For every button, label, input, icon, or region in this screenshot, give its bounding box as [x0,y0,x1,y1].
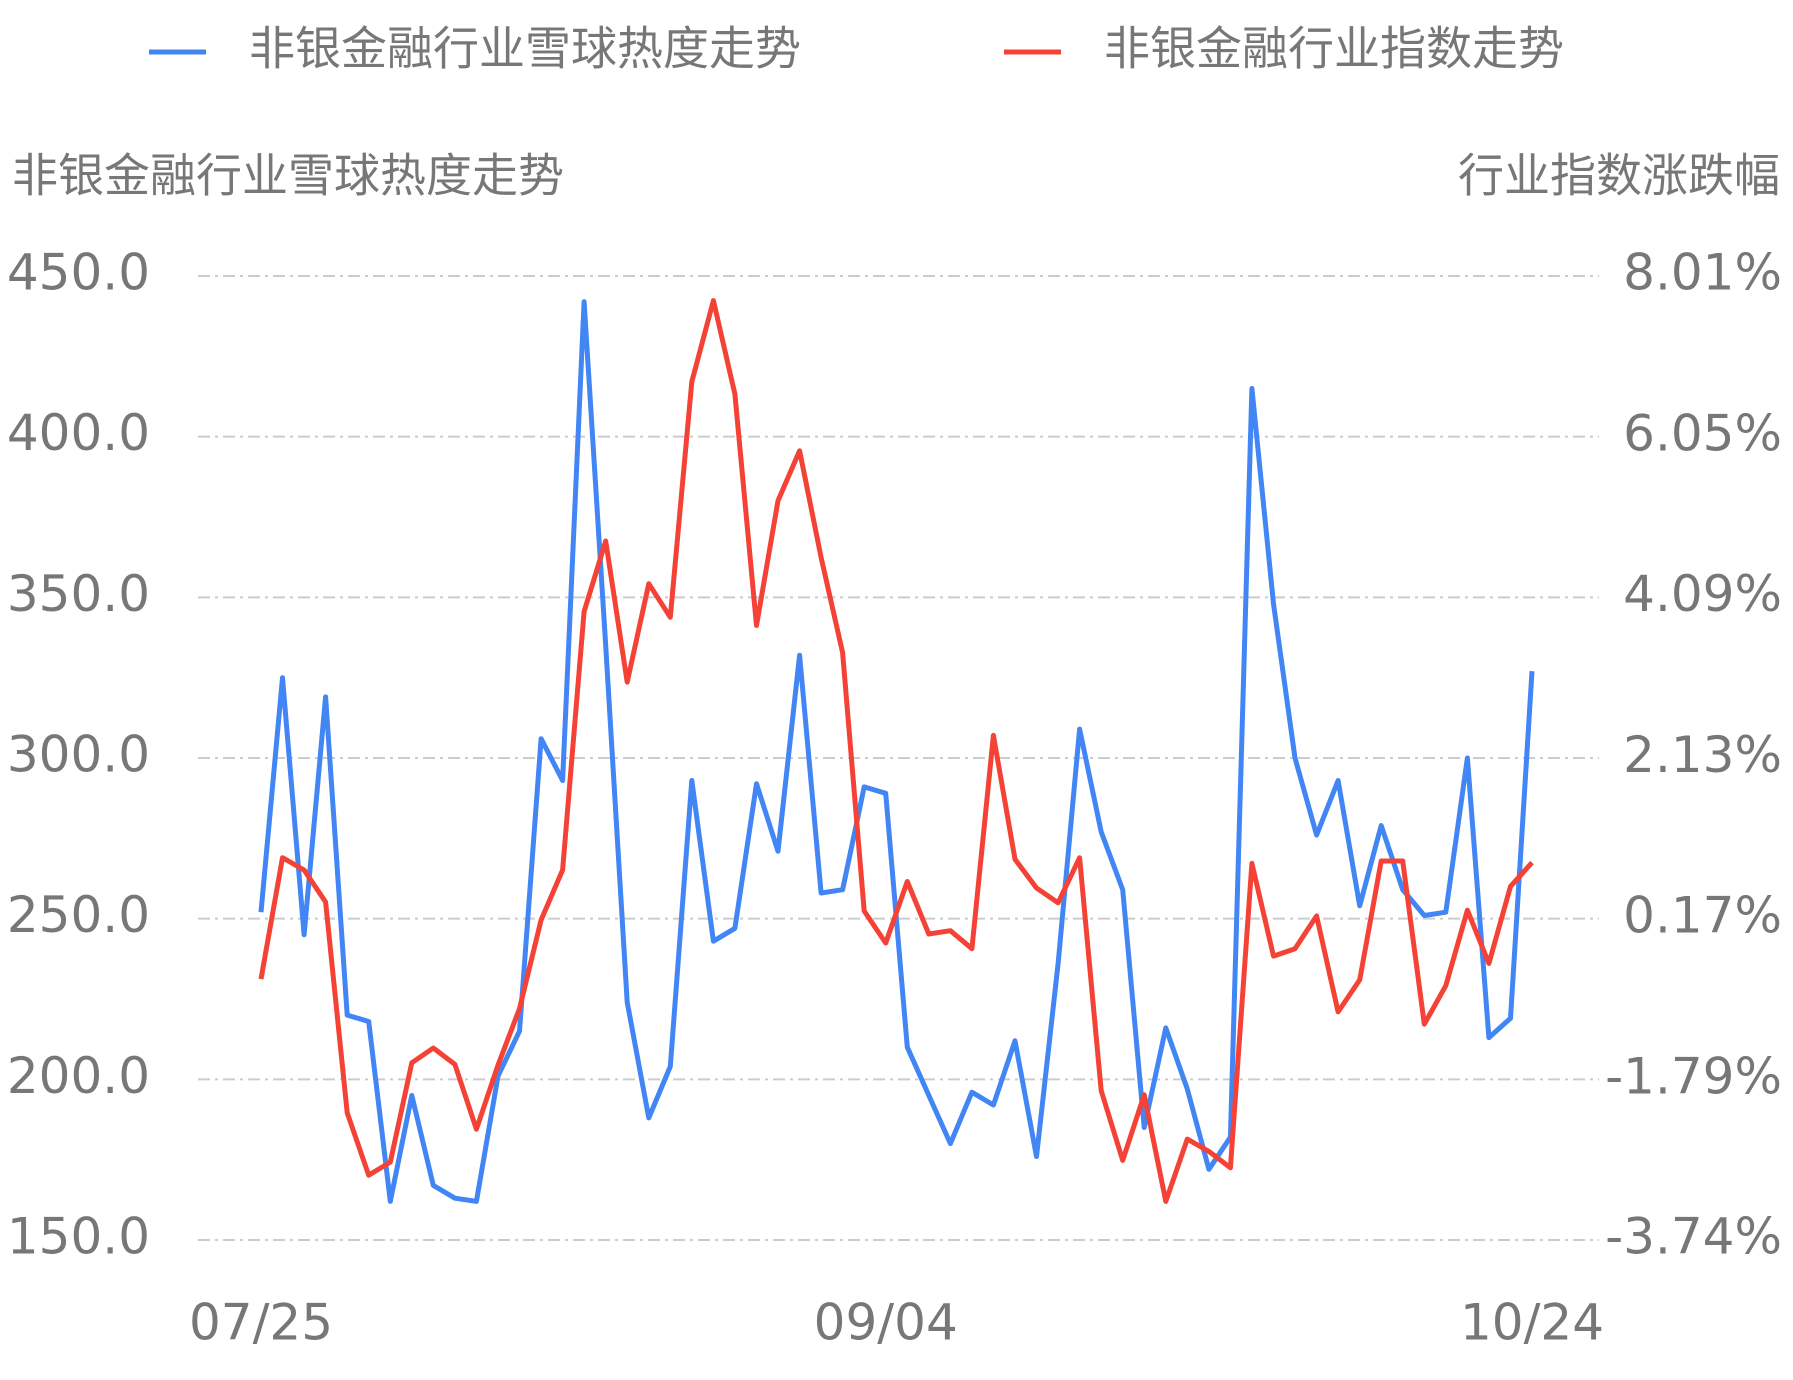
y2-tick-label: -1.79% [1605,1048,1782,1106]
legend-label: 非银金融行业指数走势 [1104,22,1564,76]
x-tick-label: 07/25 [189,1294,333,1352]
y2-tick-label: 6.05% [1623,404,1782,462]
y2-tick-label: 0.17% [1623,887,1782,945]
y-tick-label: 400.0 [7,404,150,462]
y-tick-label: 200.0 [7,1047,150,1105]
y-tick-label: 250.0 [7,886,150,944]
y-tick-label: 450.0 [7,244,150,302]
y2-tick-label: -3.74% [1605,1208,1782,1266]
y2-tick-label: 8.01% [1623,244,1782,302]
x-tick-label: 10/24 [1460,1294,1604,1352]
x-tick-label: 09/04 [814,1294,958,1352]
series-line [258,298,1534,1204]
y2-tick-label: 2.13% [1623,726,1782,784]
y-tick-label: 350.0 [7,565,150,623]
y2-tick-label: 4.09% [1623,565,1782,623]
y-axis-title: 非银金融行业雪球热度走势 [12,149,564,203]
legend-label: 非银金融行业雪球热度走势 [249,22,801,76]
y2-axis-title: 行业指数涨跌幅 [1458,149,1780,203]
series-line [258,299,1535,1204]
y-tick-label: 300.0 [7,726,150,784]
y-tick-label: 150.0 [7,1208,150,1266]
